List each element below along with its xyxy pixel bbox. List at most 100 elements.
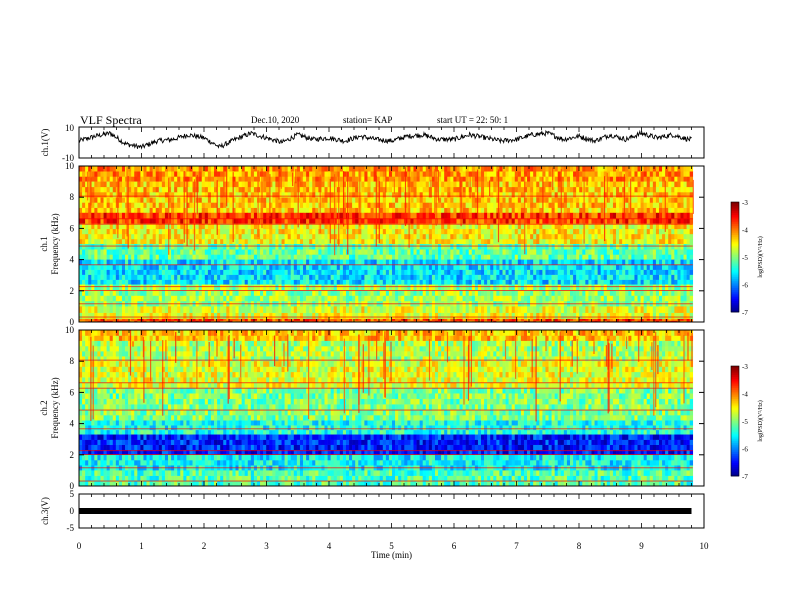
ch1-cell	[303, 171, 307, 177]
ch1-cell	[637, 171, 641, 177]
ch1-cell	[186, 228, 190, 235]
ch1-cell	[91, 233, 95, 240]
ch1-cell	[306, 228, 310, 235]
ch1-cell	[665, 238, 669, 245]
ch1-cell	[668, 223, 672, 230]
ch1-cell	[82, 295, 86, 302]
ch1-cell	[164, 223, 169, 230]
ch1-cell	[134, 186, 138, 193]
ch1-cell	[560, 259, 565, 265]
ch1-cell	[118, 254, 123, 260]
ch1-cell	[487, 192, 491, 198]
ch1-cell	[530, 202, 534, 208]
ch1-cell	[533, 238, 537, 245]
ch1-cell	[517, 218, 522, 225]
ch1-cell	[600, 192, 605, 198]
ch1-cell	[100, 166, 104, 172]
ch1-cell	[109, 166, 114, 172]
ch1-cell	[263, 212, 267, 219]
ch1-cell	[542, 228, 546, 235]
ch1-cell	[410, 259, 414, 265]
ch1-cell	[527, 218, 531, 225]
ch1-cell	[468, 264, 473, 270]
ch1-cell	[299, 259, 304, 265]
ch1-cell	[499, 228, 503, 235]
ch1-cell	[180, 186, 184, 193]
ch1-cell	[450, 176, 454, 182]
ch1-cell	[523, 197, 528, 203]
ch1-cell	[652, 218, 657, 225]
ch1-cell	[198, 218, 203, 225]
ch1-cell	[352, 223, 356, 230]
ch1-cell	[134, 244, 138, 250]
ch1-cell	[637, 166, 641, 172]
ch1-cell	[484, 279, 488, 285]
ch1-cell	[223, 171, 227, 177]
ch1-cell	[180, 274, 184, 280]
ch1-cell	[462, 259, 466, 265]
ch1-cell	[465, 259, 470, 265]
ch1-cell	[671, 244, 675, 250]
ch1-cell	[493, 202, 497, 208]
ch1-cell	[585, 207, 589, 214]
ch1-cell	[220, 181, 224, 188]
ch1-cell	[201, 176, 206, 182]
ch1-cell	[324, 249, 328, 255]
ch1-cell	[662, 259, 666, 265]
ch1-cell	[542, 212, 546, 219]
ch1-cell	[496, 244, 500, 250]
ch1-cell	[631, 218, 635, 225]
ch1-cell	[557, 228, 562, 235]
ch1-cell	[606, 212, 611, 219]
ch1-cell	[542, 274, 546, 280]
ch1-cell	[91, 192, 95, 198]
ch1-cell	[278, 176, 282, 182]
ch1-cell	[542, 249, 546, 255]
ch1-cell	[266, 228, 270, 235]
ch1-cell	[164, 233, 169, 240]
ch1-cell	[533, 212, 537, 219]
ch1-cell	[683, 171, 687, 177]
ch1-cell	[382, 274, 387, 280]
ch1-cell	[456, 259, 460, 265]
ch1-cell	[542, 186, 546, 193]
ch1-cell	[616, 212, 620, 219]
ch1-cell	[186, 192, 190, 198]
ch1-cell	[554, 228, 559, 235]
ch1-cell	[367, 197, 371, 203]
ch1-cell	[428, 207, 433, 214]
ch1-cell	[324, 259, 328, 265]
ch1-cell	[671, 181, 675, 188]
ch1-cell	[235, 264, 239, 270]
ch1-cell	[422, 166, 427, 172]
ch1-cell	[517, 197, 522, 203]
ch1-cell	[137, 254, 141, 260]
ch1-cell	[456, 274, 460, 280]
ch1-cell	[183, 197, 187, 203]
ch1-cell	[404, 269, 408, 275]
ch1-cell	[612, 181, 617, 188]
ch1-cell	[293, 202, 298, 208]
ch1-cell	[585, 249, 589, 255]
ch1-cell	[241, 186, 246, 193]
ch1-cell	[665, 269, 669, 275]
ch1-cell	[97, 192, 101, 198]
ch1-cell	[508, 202, 512, 208]
ch1-cell	[299, 207, 304, 214]
ch1-cell	[214, 212, 218, 219]
ch1-cell	[658, 238, 663, 245]
ch1-cell	[502, 207, 506, 214]
ch1-cell	[545, 218, 549, 225]
ch1-cell	[392, 171, 396, 177]
ch1-cell	[299, 212, 304, 219]
ch1-cell	[554, 269, 559, 275]
ch1-cell	[299, 254, 304, 260]
ch1-cell	[499, 181, 503, 188]
ch1-cell	[149, 254, 153, 260]
ch1-cell	[585, 228, 589, 235]
ch1-cell	[382, 186, 387, 193]
ch1-cell	[128, 192, 132, 198]
ch1-cell	[318, 238, 322, 245]
ch1-cell	[118, 295, 123, 302]
ch1-cell	[662, 181, 666, 188]
